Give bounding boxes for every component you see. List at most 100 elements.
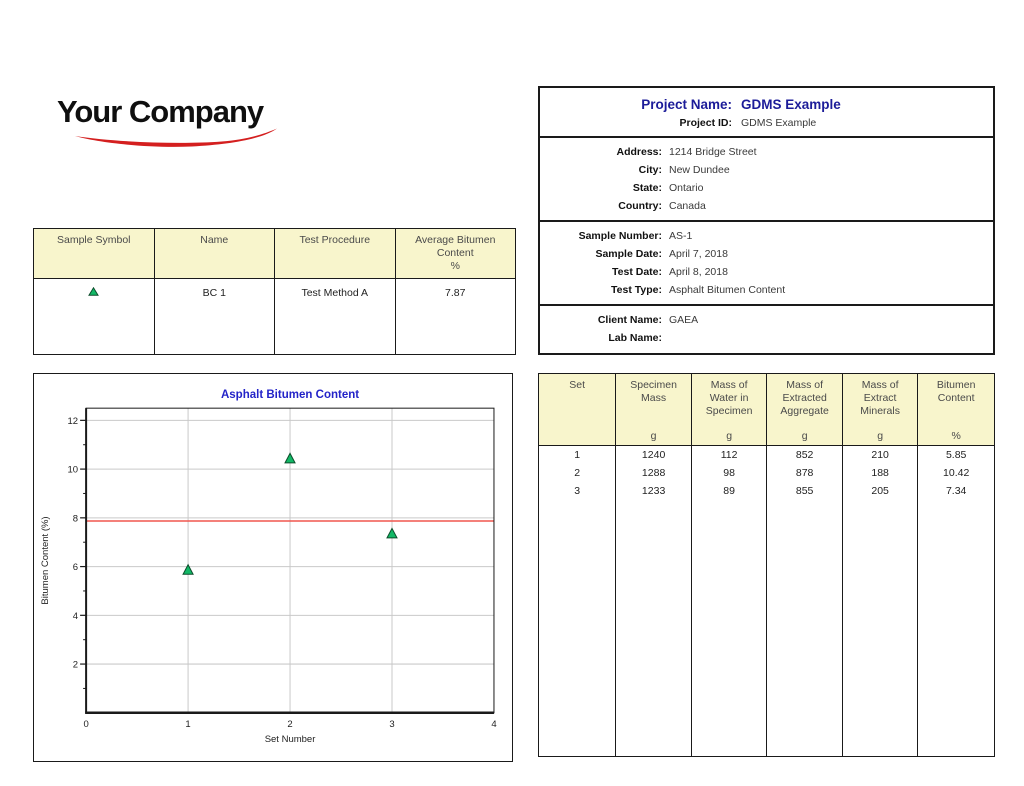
project-header: Project Name: GDMS Example Project ID: G… [540,88,993,138]
company-logo-text: Your Company [57,94,264,129]
sample-symbol-cell [34,279,155,354]
logo-swoosh-icon [74,128,278,147]
table-cell-empty [692,500,768,756]
table-cell: 7.34 [945,485,967,497]
field-value: April 7, 2018 [669,248,728,260]
table-cell: 10.42 [943,467,970,479]
y-axis-label: Bitumen Content (%) [40,516,51,604]
table-cell: 1 [539,446,617,464]
table-cell: 2 [539,464,617,482]
table-row: 3 1233 89 855 205 7.34 [539,482,994,500]
table-cell: 1240 [616,446,692,464]
field-label: Test Date: [612,266,662,278]
project-field-row: Test Type: Asphalt Bitumen Content [540,281,993,299]
table-cell-empty [918,500,994,756]
column-header: Specimen Mass g [616,374,692,445]
table-empty-rows [539,500,994,756]
column-header: Name [155,229,275,278]
project-info-box: Project Name: GDMS Example Project ID: G… [538,86,995,355]
table-cell: 852 [767,446,843,464]
column-unit: g [650,430,657,442]
field-label: Sample Date: [595,248,662,260]
project-field-row: City: New Dundee [540,161,993,179]
column-header: Mass of Extract Minerals g [843,374,919,445]
table-cell-empty [767,500,843,756]
column-header: Set [539,374,617,445]
y-tick-label: 4 [73,611,78,622]
project-name-value: GDMS Example [741,97,841,112]
table-cell-empty [539,500,617,756]
column-header: Mass of Water in Specimen g [692,374,768,445]
field-value: Ontario [669,182,704,194]
triangle-marker [88,286,100,296]
y-tick-label: 10 [68,465,79,476]
field-value: AS-1 [669,230,693,242]
y-tick-label: 8 [73,513,78,524]
table-cell: 1233 [616,482,692,500]
x-tick-label: 2 [287,719,292,730]
field-label: Test Type: [611,284,662,296]
table-cell: 3 [539,482,617,500]
project-field-row: Test Date: April 8, 2018 [540,263,993,281]
field-value: Canada [669,200,706,212]
table-cell: 188 [843,464,919,482]
field-value: New Dundee [669,164,730,176]
x-tick-label: 4 [491,719,496,730]
column-header: Mass of Extracted Aggregate g [767,374,843,445]
column-header: Bitumen Content% [918,374,994,445]
table-cell: 112 [692,446,768,464]
y-tick-label: 2 [73,660,78,671]
project-id-row: Project ID: GDMS Example [540,115,993,132]
field-label: State: [632,182,662,194]
field-label: City: [638,164,662,176]
project-field-row: Country: Canada [540,197,993,215]
table-cell: 855 [767,482,843,500]
field-value: 1214 Bridge Street [669,146,757,158]
data-point-triangle [182,563,194,575]
company-logo: Your Company [57,94,297,156]
data-point-triangle [284,452,296,464]
project-section: Sample Number: AS-1 Sample Date: April 7, 2… [540,222,993,306]
table-cell: 98 [692,464,768,482]
project-field-row: State: Ontario [540,179,993,197]
results-table-header: Set Specimen Mass g Mass of Water in Specim… [539,374,994,446]
green-triangle-icon [88,286,100,296]
data-point-triangle [386,527,398,539]
column-header: Sample Symbol [34,229,155,278]
column-title: Bitumen Content [936,379,976,404]
table-cell: 205 [843,482,919,500]
column-title: Mass of Extracted Aggregate [780,379,829,417]
project-name-label: Project Name: [641,97,732,112]
x-axis-label: Set Number [265,734,316,745]
table-cell: 210 [843,446,919,464]
table-cell: 878 [767,464,843,482]
test-results-table: Set Specimen Mass g Mass of Water in Specim… [538,373,995,757]
sample-table-header: Sample Symbol Name Test Procedure Average B… [34,229,515,279]
column-title: Specimen Mass [630,379,677,404]
average-content-cell: 7.87 [445,287,466,299]
field-value: April 8, 2018 [669,266,728,278]
field-label: Client Name: [597,314,662,326]
column-unit: % [951,430,961,442]
project-name-row: Project Name: GDMS Example [540,95,993,115]
project-field-row: Client Name: GAEA [540,311,993,329]
column-header: Average Bitumen Content % [415,234,496,272]
column-unit: g [801,430,808,442]
chart-panel: 2 4 6 8 10 12 0 1 2 3 4 Asphalt Bitumen Content Set … [33,373,513,762]
project-field-row: Address: 1214 Bridge Street [540,143,993,161]
project-section: Address: 1214 Bridge Street City: New Dunde… [540,138,993,222]
y-tick-label: 12 [68,416,79,427]
table-row: BC 1 Test Method A 7.87 [34,279,515,354]
column-title: Mass of Water in Specimen [705,379,753,417]
table-cell-empty [616,500,692,756]
table-cell: 1288 [616,464,692,482]
sample-summary-table: Sample Symbol Name Test Procedure Average B… [33,228,516,355]
table-cell: 5.85 [945,449,967,461]
project-id-label: Project ID: [679,117,732,129]
column-unit: g [726,430,733,442]
table-row: 2 1288 98 878 188 10.42 [539,464,994,482]
column-header: Test Procedure [275,229,396,278]
project-field-row: Sample Date: April 7, 2018 [540,245,993,263]
